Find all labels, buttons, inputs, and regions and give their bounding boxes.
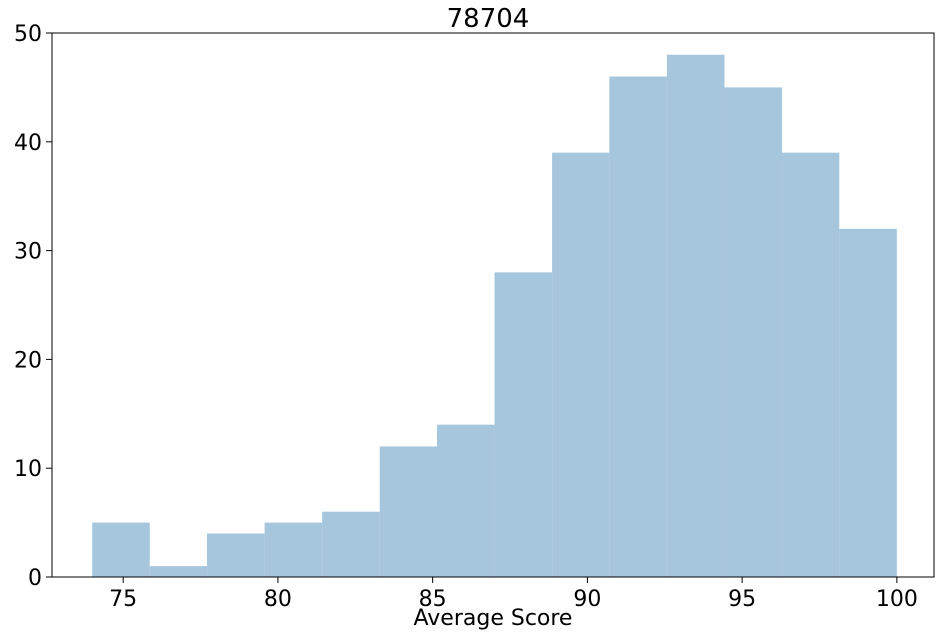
- histogram-bar-3: [264, 522, 323, 577]
- histogram-bar-9: [609, 76, 667, 578]
- histogram-bar-6: [436, 424, 495, 577]
- histogram-bar-2: [207, 533, 265, 577]
- x-axis: 75 80 85 90 95 100: [109, 577, 918, 612]
- x-tick-label: 100: [876, 587, 918, 612]
- histogram-bar-8: [552, 152, 610, 577]
- y-tick-label: 0: [28, 566, 42, 591]
- histogram-bar-7: [494, 272, 553, 577]
- x-tick-label: 95: [728, 587, 756, 612]
- x-tick-label: 80: [264, 587, 292, 612]
- histogram-bar-11: [724, 87, 783, 578]
- y-axis: 0 10 20 30 40 50: [14, 22, 52, 591]
- x-tick-label: 75: [109, 587, 137, 612]
- y-tick-label: 50: [14, 22, 42, 47]
- x-tick-label: 90: [573, 587, 601, 612]
- y-tick-label: 10: [14, 457, 42, 482]
- x-tick-label: 85: [419, 587, 447, 612]
- histogram-bar-12: [782, 152, 840, 577]
- histogram-bar-0: [92, 522, 150, 577]
- histogram-bar-4: [322, 511, 380, 577]
- histogram-bar-10: [666, 54, 725, 577]
- bars-group: [92, 54, 897, 578]
- y-tick-label: 20: [14, 348, 42, 373]
- chart-title: 78704: [447, 4, 530, 34]
- plot-frame: [51, 32, 935, 578]
- x-axis-label: Average Score: [414, 606, 573, 631]
- histogram-bar-1: [149, 566, 208, 577]
- y-tick-label: 30: [14, 240, 42, 265]
- histogram-bar-5: [379, 446, 437, 577]
- histogram-bar-13: [839, 228, 897, 577]
- y-tick-label: 40: [14, 131, 42, 156]
